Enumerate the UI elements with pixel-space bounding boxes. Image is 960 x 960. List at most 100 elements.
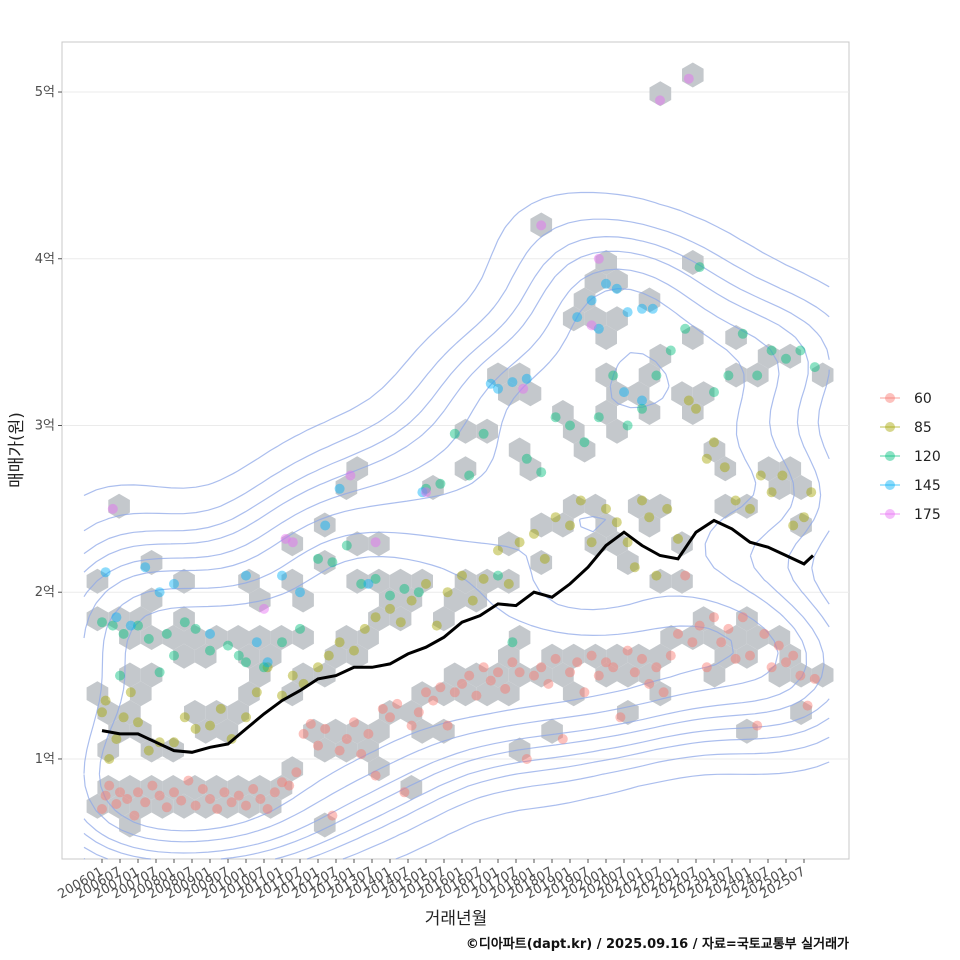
data-point-175 [107,503,118,514]
data-point-145 [125,620,136,631]
hexbin-cell [227,700,249,725]
data-point-120 [694,262,705,273]
data-point-175 [536,220,547,231]
data-point-85 [766,487,777,498]
contour-line [83,191,830,860]
data-point-85 [349,645,359,656]
data-point-120 [536,467,547,478]
data-point-85 [788,520,799,531]
scatter-points [97,73,820,821]
data-point-145 [619,387,629,398]
y-tick-label: 4억 [35,252,55,267]
data-point-60 [334,745,345,756]
hexbin-cell [368,606,390,632]
data-point-85 [334,637,345,648]
hexbin-cell [541,643,563,669]
hexbin-cell [649,568,672,594]
hexbin-cell [790,700,812,725]
hexbin-cell [790,475,812,500]
data-point-60 [255,794,266,804]
hexbin-cell [303,718,325,744]
hexbin-cell [129,793,152,819]
data-point-145 [593,323,604,334]
data-point-60 [349,717,359,728]
data-point-60 [673,628,683,639]
data-point-60 [97,804,107,814]
hexbin-cell [584,643,607,669]
data-point-120 [169,650,179,661]
data-point-145 [647,303,658,314]
data-point-85 [215,703,226,714]
hexbin-cell [573,287,596,313]
data-point-120 [313,553,323,564]
hexbin-cell [682,325,704,350]
hexbin-cell [811,662,834,688]
hexbin-cell [205,625,228,650]
data-point-120 [385,590,395,601]
hexbin-cell [194,793,217,819]
data-point-120 [478,428,489,439]
data-point-60 [435,682,446,693]
data-point-175 [370,537,381,548]
data-point-60 [579,687,590,698]
data-point-60 [773,640,784,651]
hexbin-cell [313,662,336,688]
data-point-85 [287,670,298,681]
data-point-175 [259,603,269,614]
hexbin-cell [119,700,141,725]
legend-label: 145 [914,478,941,494]
hexbin-cell [530,662,553,688]
data-point-60 [521,754,532,764]
hexbin-cell [617,662,639,688]
hexbin-cell [216,793,239,819]
contour-line [83,250,830,860]
data-point-60 [723,623,734,634]
data-point-60 [392,698,403,709]
hexbin-cell [292,662,314,688]
hexbin-cell [682,400,704,425]
data-point-60 [471,690,482,701]
x-axis-ticks: 2006012006072007012007072008012008072009… [56,859,808,902]
hexbin-cell [757,343,780,369]
data-point-85 [442,587,453,598]
data-point-60 [442,720,453,731]
data-point-85 [529,528,539,539]
data-point-120 [259,662,269,673]
hexbin-cell [692,381,715,407]
contour-line [83,236,830,860]
data-point-60 [680,570,691,581]
hexbin-cell [671,381,693,407]
data-point-120 [622,420,633,431]
data-point-60 [557,734,568,744]
data-point-145 [320,520,331,531]
data-point-60 [730,653,741,664]
hexbin-cell [498,381,520,407]
hexbin-cell [530,512,553,538]
hexbin-cell [411,681,433,707]
hexbin-cell [346,643,369,669]
data-point-145 [586,295,597,306]
contour-line [83,218,830,860]
data-point-85 [111,734,122,744]
data-point-60 [421,687,431,698]
hexbin-cell [692,606,715,632]
hexbin-cell [389,606,412,632]
data-point-60 [147,780,158,791]
data-point-60 [766,662,777,673]
hexbin-cell [411,718,433,744]
data-point-175 [280,533,291,544]
hexbin-cell [638,512,661,538]
data-point-60 [802,700,813,711]
data-point-60 [233,790,244,801]
hexbin-cell [313,737,336,763]
hexbin-cell [682,625,704,650]
data-point-60 [550,653,561,664]
data-point-85 [799,512,809,523]
hexbin-cell [584,306,607,332]
hexbin-cell [411,568,433,594]
hexbin-cell [86,681,109,707]
data-point-85 [395,617,406,628]
y-tick-label: 3억 [35,418,55,433]
hexbin-cell [649,343,672,369]
hexbin-cell [779,343,802,369]
